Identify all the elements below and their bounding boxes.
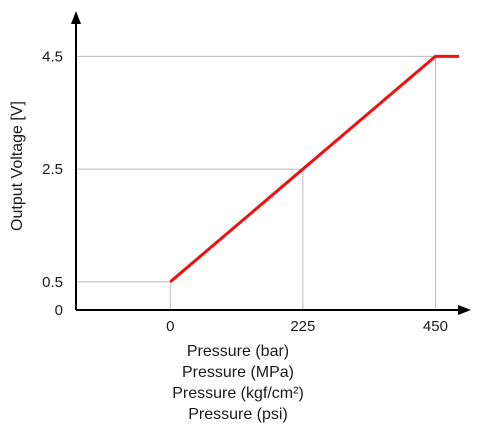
x-tick-label-1: 225	[290, 318, 315, 335]
x-axis-title-kgf: Pressure (kgf/cm²)	[172, 385, 304, 402]
series-layer	[169, 54, 459, 283]
x-tick-label-2: 450	[423, 318, 448, 335]
y-axis-arrow	[71, 11, 81, 24]
x-axis-title-psi: Pressure (psi)	[188, 406, 288, 423]
x-axis-title-mpa: Pressure (MPa)	[181, 364, 295, 381]
x-tick-labels: 0 225 450	[166, 318, 448, 335]
y-tick-label-3: 4.5	[42, 48, 63, 65]
x-axis-arrow	[458, 305, 471, 315]
y-tick-label-2: 2.5	[42, 161, 63, 178]
y-tick-label-1: 0.5	[42, 274, 63, 291]
y-axis-title: Output Voltage [V]	[9, 101, 26, 231]
y-tick-label-0: 0	[55, 302, 63, 319]
x-axis-title-bar: Pressure (bar)	[186, 343, 290, 360]
x-tick-label-0: 0	[166, 318, 174, 335]
y-tick-labels: 0 0.5 2.5 4.5	[42, 48, 63, 319]
axes	[71, 11, 471, 315]
series-line-0	[169, 54, 459, 283]
grid-lines	[76, 55, 436, 310]
